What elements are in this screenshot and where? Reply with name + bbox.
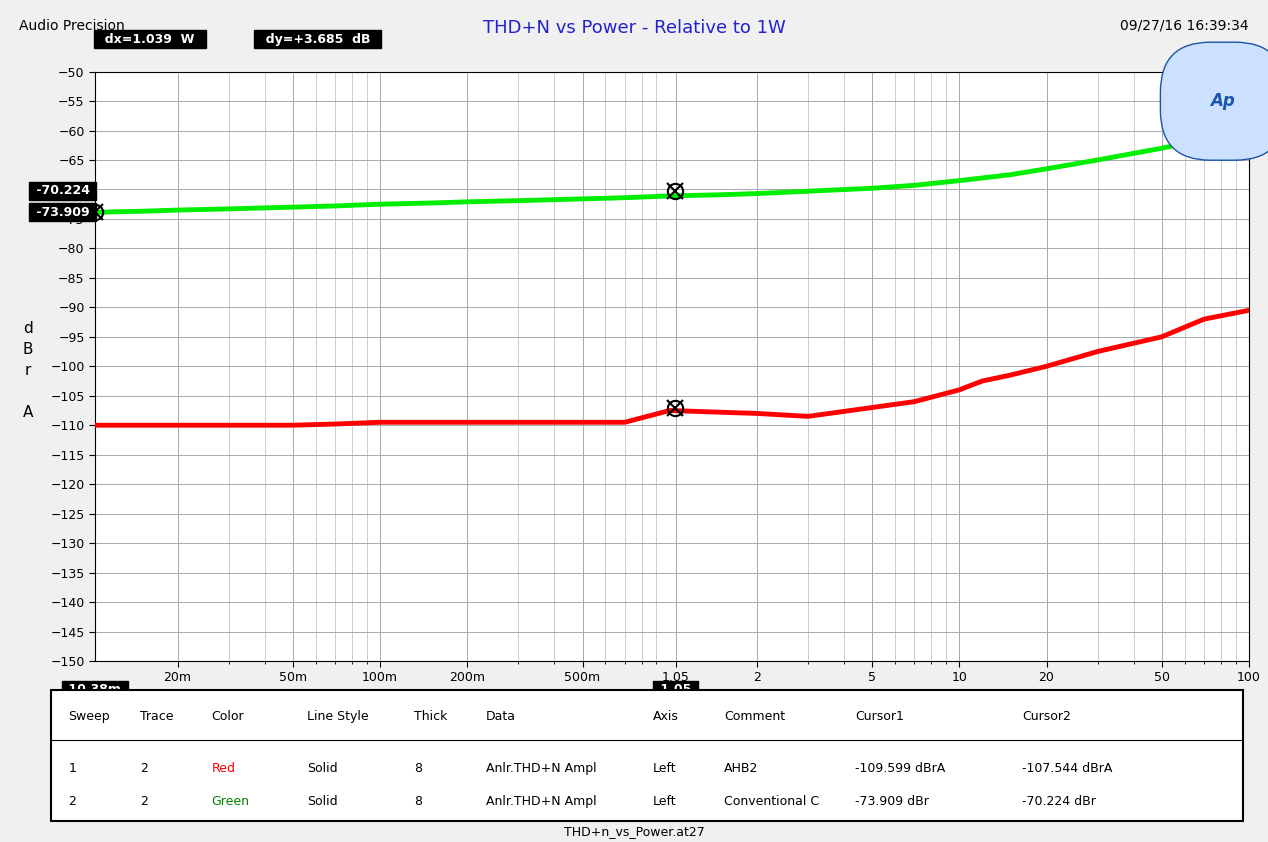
Text: Line Style: Line Style [307,710,369,723]
Text: -107.544 dBrA: -107.544 dBrA [1022,762,1112,775]
Text: d
B
r

A: d B r A [23,321,33,420]
Text: Thick: Thick [415,710,448,723]
Text: Red: Red [212,762,236,775]
Text: Color: Color [212,710,245,723]
Text: dy=+3.685  dB: dy=+3.685 dB [256,33,379,45]
Text: Green: Green [212,795,250,807]
Text: 8: 8 [415,795,422,807]
Text: 2: 2 [68,795,76,807]
Text: THD+N vs Power - Relative to 1W: THD+N vs Power - Relative to 1W [483,19,785,36]
Text: Cursor1: Cursor1 [855,710,904,723]
Text: THD+n_vs_Power.at27: THD+n_vs_Power.at27 [563,825,705,838]
Text: Sweep: Sweep [68,710,110,723]
Text: Ap: Ap [1211,93,1235,110]
Text: -109.599 dBrA: -109.599 dBrA [855,762,946,775]
Text: Left: Left [653,762,676,775]
Text: 2: 2 [139,762,148,775]
Text: 8: 8 [415,762,422,775]
Text: AHB2: AHB2 [724,762,758,775]
Text: -70.224: -70.224 [32,184,94,197]
Text: Data: Data [486,710,516,723]
Text: Solid: Solid [307,795,337,807]
Text: 1: 1 [68,762,76,775]
Text: Anlr.THD+N Ampl: Anlr.THD+N Ampl [486,762,596,775]
Text: Solid: Solid [307,762,337,775]
Text: -70.224 dBr: -70.224 dBr [1022,795,1096,807]
X-axis label: W: W [664,691,680,706]
Text: Anlr.THD+N Ampl: Anlr.THD+N Ampl [486,795,596,807]
Text: -73.909: -73.909 [32,206,94,219]
Text: Audio Precision: Audio Precision [19,19,124,33]
Text: 10.38m: 10.38m [65,683,126,696]
Text: dx=1.039  W: dx=1.039 W [96,33,203,45]
Text: Left: Left [653,795,676,807]
Text: Cursor2: Cursor2 [1022,710,1071,723]
Text: 1.05: 1.05 [656,683,696,696]
Text: Axis: Axis [653,710,678,723]
Text: -73.909 dBr: -73.909 dBr [855,795,929,807]
Text: Trace: Trace [139,710,174,723]
Text: 09/27/16 16:39:34: 09/27/16 16:39:34 [1121,19,1249,33]
Text: Conventional C: Conventional C [724,795,819,807]
Text: Comment: Comment [724,710,785,723]
Text: 2: 2 [139,795,148,807]
